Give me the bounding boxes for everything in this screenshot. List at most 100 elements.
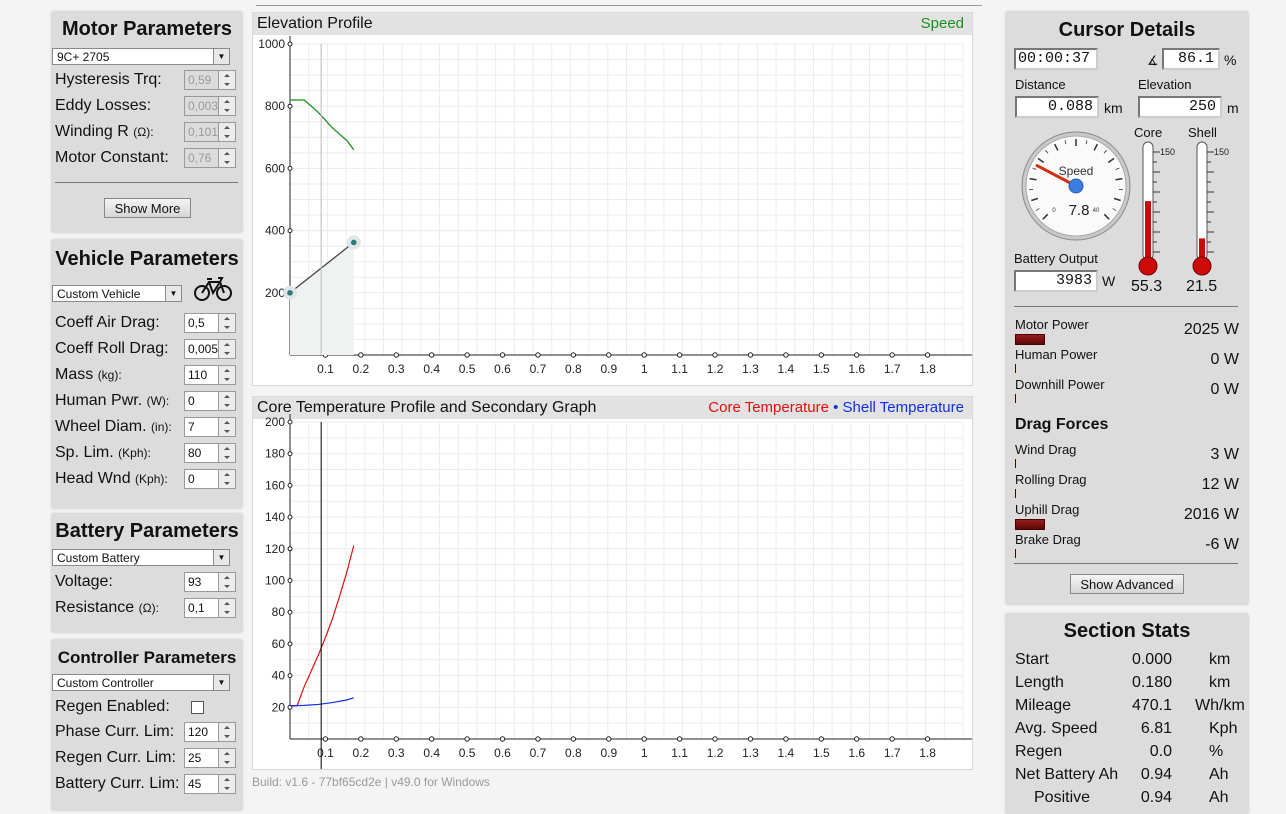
spinner-arrows-icon[interactable] xyxy=(218,366,235,384)
param-spinner[interactable]: 0,59 xyxy=(184,70,236,90)
shell-thermometer: 150 xyxy=(1188,140,1238,278)
x-tick-dot xyxy=(359,737,363,741)
param-spinner[interactable]: 25 xyxy=(184,748,236,768)
param-label-text: Coeff Roll Drag: xyxy=(55,340,169,357)
spinner-arrows-icon[interactable] xyxy=(218,123,235,141)
spinner-arrows-icon[interactable] xyxy=(218,97,235,115)
param-spinner[interactable]: 0,5 xyxy=(184,313,236,333)
param-spinner[interactable]: 0,101 xyxy=(184,122,236,142)
x-tick-label: 1.2 xyxy=(707,362,724,376)
power-label: Human Power xyxy=(1015,347,1097,362)
spinner-arrows-icon[interactable] xyxy=(218,71,235,89)
spinner-arrows-icon[interactable] xyxy=(218,573,235,591)
spinner-arrows-icon[interactable] xyxy=(218,749,235,767)
x-tick-dot xyxy=(784,353,788,357)
speed-gauge: Speed 7.8 0 40 xyxy=(1020,130,1132,242)
y-tick-dot xyxy=(288,674,292,678)
param-spinner[interactable]: 45 xyxy=(184,774,236,794)
param-value: 45 xyxy=(188,777,201,791)
angle-icon: ∡ xyxy=(1147,53,1159,69)
x-tick-label: 1.1 xyxy=(671,746,688,760)
throttle-field: 86.1 xyxy=(1162,48,1220,70)
bicycle-icon xyxy=(194,276,232,302)
param-spinner[interactable]: 0 xyxy=(184,391,236,411)
section-stat-label: Avg. Speed xyxy=(1015,720,1097,738)
gauge-label: Speed xyxy=(1059,164,1094,178)
param-spinner[interactable]: 0,1 xyxy=(184,598,236,618)
spinner-arrows-icon[interactable] xyxy=(218,418,235,436)
section-stat-label: Length xyxy=(1015,674,1064,692)
show-advanced-button[interactable]: Show Advanced xyxy=(1070,574,1184,594)
section-stat-unit: km xyxy=(1209,674,1230,692)
param-label-text: Head Wnd xyxy=(55,470,131,487)
y-tick-dot xyxy=(288,610,292,614)
y-left-tick-label: 400 xyxy=(265,224,285,238)
drag-bar xyxy=(1015,549,1016,558)
param-spinner[interactable]: 0,76 xyxy=(184,148,236,168)
spinner-arrows-icon[interactable] xyxy=(218,599,235,617)
spinner-arrows-icon[interactable] xyxy=(218,444,235,462)
temperature-chart[interactable]: Core Temperature Profile and Secondary G… xyxy=(252,396,973,770)
param-unit: (W): xyxy=(147,394,170,408)
y-left-tick-dot xyxy=(288,104,292,108)
param-spinner[interactable]: 110 xyxy=(184,365,236,385)
param-unit: (Kph): xyxy=(118,446,151,460)
y-tick-dot xyxy=(288,452,292,456)
spinner-arrows-icon[interactable] xyxy=(218,775,235,793)
elevation-field: 250 xyxy=(1138,96,1222,118)
spinner-arrows-icon[interactable] xyxy=(218,723,235,741)
param-label: Regen Curr. Lim: xyxy=(55,749,176,767)
battery-parameters-panel: Battery Parameters Custom Battery ▼ Volt… xyxy=(52,514,242,632)
regen-enabled-checkbox[interactable] xyxy=(191,701,204,714)
x-tick-dot xyxy=(500,737,504,741)
vehicle-type-select[interactable]: Custom Vehicle ▼ xyxy=(52,285,182,302)
spinner-arrows-icon[interactable] xyxy=(218,340,235,358)
param-value: 0,76 xyxy=(188,151,211,165)
param-label-text: Motor Constant: xyxy=(55,149,169,166)
param-unit: (Kph): xyxy=(135,472,168,486)
x-tick-dot xyxy=(642,353,646,357)
section-stat-unit: % xyxy=(1209,743,1223,761)
spinner-arrows-icon[interactable] xyxy=(218,314,235,332)
param-spinner[interactable]: 0 xyxy=(184,469,236,489)
x-tick-dot xyxy=(677,353,681,357)
param-label-text: Hysteresis Trq: xyxy=(55,71,162,88)
gauge-scale-high: 40 xyxy=(1093,208,1100,214)
x-tick-dot xyxy=(429,737,433,741)
gauge-value: 7.8 xyxy=(1069,202,1090,219)
section-stat-value: 0.000 xyxy=(1132,651,1172,669)
param-label: Phase Curr. Lim: xyxy=(55,723,174,741)
param-label: Mass (kg): xyxy=(55,366,122,384)
spinner-arrows-icon[interactable] xyxy=(218,392,235,410)
controller-type-select[interactable]: Custom Controller ▼ xyxy=(52,674,230,691)
param-spinner[interactable]: 80 xyxy=(184,443,236,463)
show-more-button[interactable]: Show More xyxy=(104,198,191,218)
regen-enabled-label: Regen Enabled: xyxy=(55,698,170,716)
x-tick-dot xyxy=(323,737,327,741)
param-spinner[interactable]: 0,005 xyxy=(184,339,236,359)
battery-panel-title: Battery Parameters xyxy=(52,520,242,543)
param-spinner[interactable]: 120 xyxy=(184,722,236,742)
spinner-arrows-icon[interactable] xyxy=(218,149,235,167)
param-spinner[interactable]: 0,003 xyxy=(184,96,236,116)
motor-model-select[interactable]: 9C+ 2705 ▼ xyxy=(52,48,230,65)
battery-type-select[interactable]: Custom Battery ▼ xyxy=(52,549,230,566)
param-value: 0,101 xyxy=(188,125,218,139)
param-unit: (kg): xyxy=(98,368,122,382)
y-left-tick-label: 1000 xyxy=(258,37,285,51)
x-tick-label: 0.6 xyxy=(494,362,511,376)
gauge-hub xyxy=(1069,179,1083,193)
section-stat-label: Positive xyxy=(1034,789,1090,807)
x-tick-label: 1.8 xyxy=(919,362,936,376)
y-left-tick-label: 140 xyxy=(265,510,285,524)
x-tick-dot xyxy=(394,737,398,741)
param-spinner[interactable]: 7 xyxy=(184,417,236,437)
drag-bar xyxy=(1015,519,1045,530)
spinner-arrows-icon[interactable] xyxy=(218,470,235,488)
param-spinner[interactable]: 93 xyxy=(184,572,236,592)
param-label-text: Human Pwr. xyxy=(55,392,142,409)
